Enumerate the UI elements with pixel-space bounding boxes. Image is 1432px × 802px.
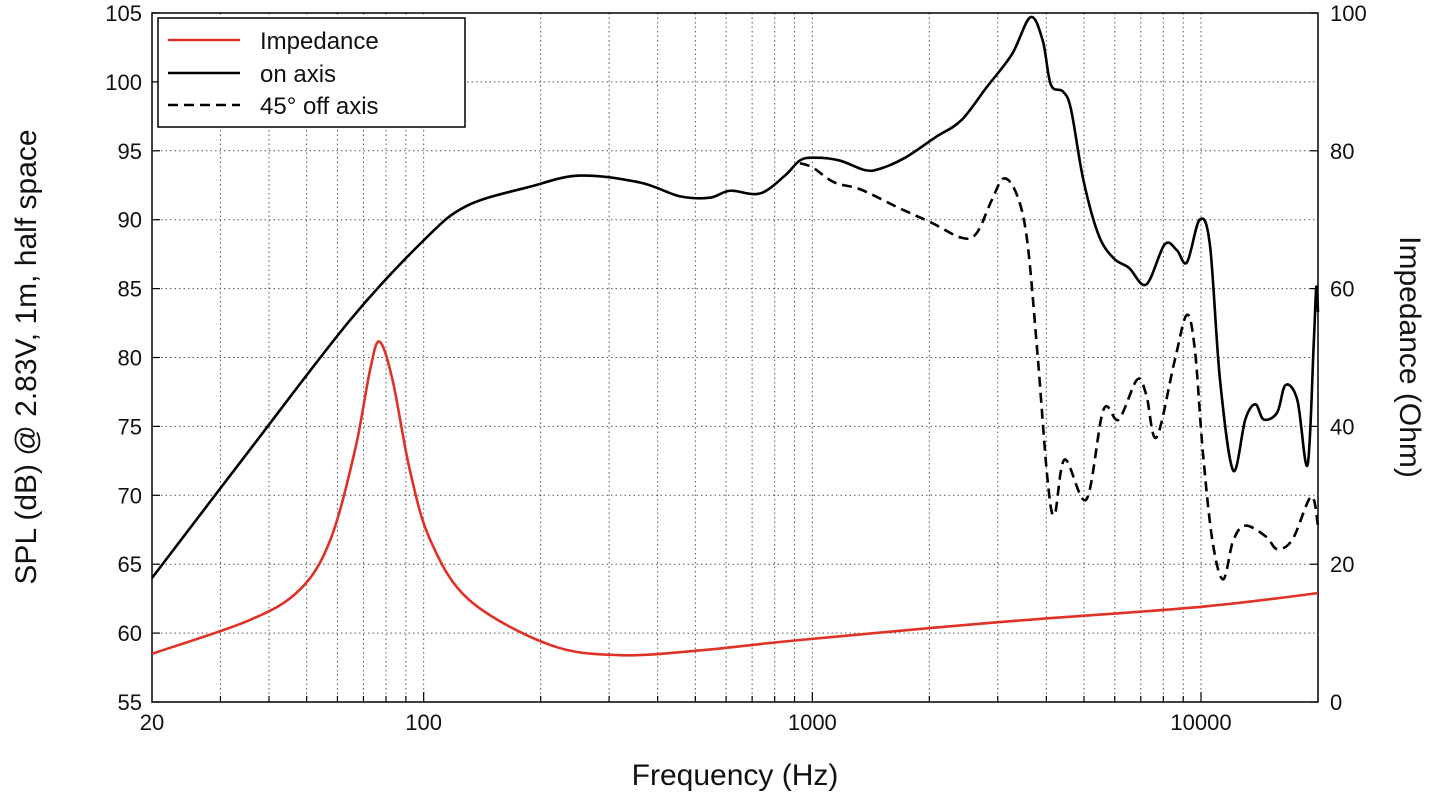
y-tick-label: 65: [118, 552, 142, 577]
legend-label-impedance: Impedance: [260, 28, 379, 55]
x-tick-label: 100: [405, 710, 442, 735]
y2-tick-label: 20: [1330, 552, 1354, 577]
x-tick-label: 10000: [1170, 710, 1231, 735]
y-tick-label: 75: [118, 414, 142, 439]
y2-tick-label: 60: [1330, 277, 1354, 302]
y2-tick-label: 80: [1330, 139, 1354, 164]
y-tick-label: 60: [118, 621, 142, 646]
tick-labels: 55 60 65 70 75 80 85 90 95 100 105 0 20 40 60 80 100 20 10…: [105, 1, 1366, 735]
x-tick-label: 1000: [788, 710, 837, 735]
y-tick-label: 70: [118, 483, 142, 508]
y-tick-label: 100: [105, 70, 142, 95]
series-line-45-off-axis: [799, 161, 1320, 581]
y2-tick-label: 40: [1330, 414, 1354, 439]
y-tick-label: 105: [105, 1, 142, 26]
series-line-on-axis: [150, 15, 1320, 579]
y2-tick-label: 0: [1330, 690, 1342, 715]
legend-label-on-axis: on axis: [260, 61, 336, 88]
series-lines: [150, 15, 1320, 657]
legend: Impedance on axis 45° off axis: [157, 17, 466, 128]
y-tick-label: 95: [118, 139, 142, 164]
x-axis-label: Frequency (Hz): [632, 759, 839, 792]
y-tick-label: 80: [118, 346, 142, 371]
legend-label-off-axis: 45° off axis: [260, 93, 379, 120]
y2-axis-label: Impedance (Ohm): [1393, 236, 1426, 478]
y2-tick-label: 100: [1330, 1, 1367, 26]
x-tick-label: 20: [140, 710, 164, 735]
plot-frame: [151, 12, 1319, 703]
y-tick-label: 90: [118, 208, 142, 233]
y-axis-label: SPL (dB) @ 2.83V, 1m, half space: [10, 129, 43, 584]
y-tick-label: 55: [118, 690, 142, 715]
series-line-impedance: [151, 340, 1319, 657]
y-tick-label: 85: [118, 277, 142, 302]
